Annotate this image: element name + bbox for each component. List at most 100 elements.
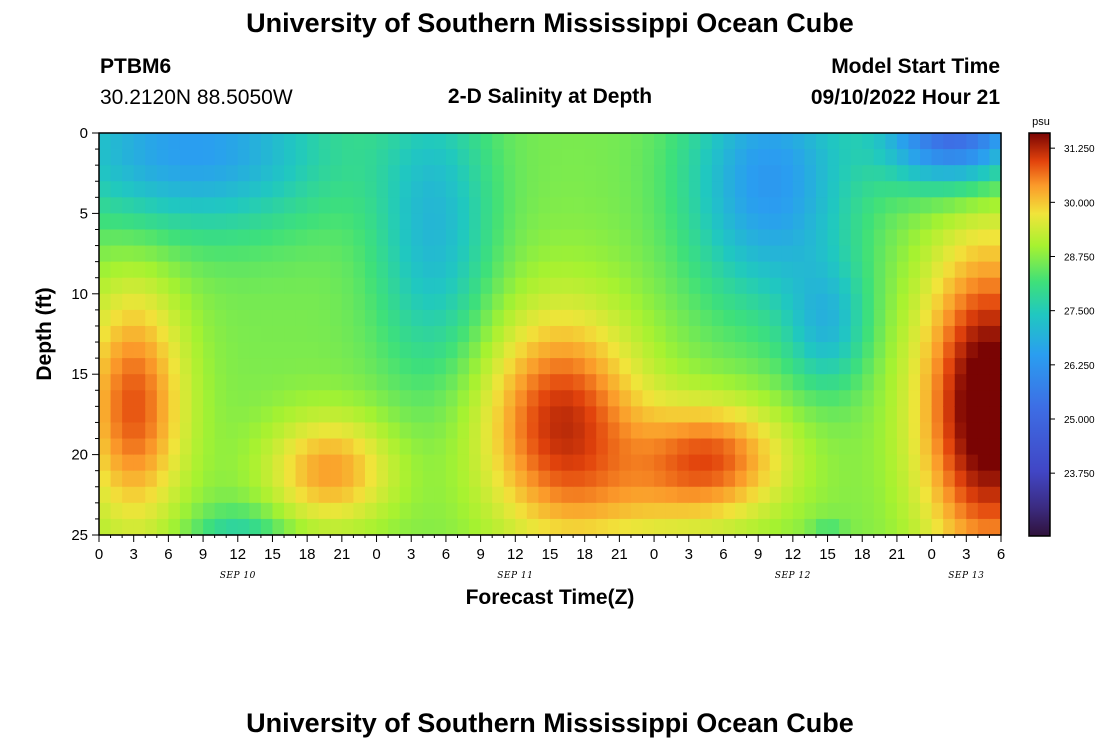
heatmap-cell [203,470,216,488]
colorbar-tick-label: 23.750 [1064,469,1095,480]
heatmap-cell [226,229,239,247]
heatmap-cell [550,293,563,311]
heatmap-cell [850,261,863,279]
heatmap-cell [526,325,540,343]
heatmap-cell [214,245,227,263]
heatmap-cell [133,181,146,198]
heatmap-cell [364,293,378,311]
heatmap-cell [341,181,355,198]
heatmap-cell [607,245,620,263]
heatmap-cell [746,277,759,295]
heatmap-cell [284,470,297,488]
heatmap-cell [364,133,378,150]
heatmap-cell [341,454,355,472]
x-tick-label: 0 [95,546,103,563]
heatmap-cell [364,277,378,295]
heatmap-cell [873,133,886,150]
heatmap-cell [711,309,725,327]
heatmap-cell [503,486,516,504]
heatmap-cell [561,149,574,166]
heatmap-cell [665,342,678,359]
heatmap-cell [989,358,1002,375]
heatmap-cell [977,470,991,488]
heatmap-cell [330,454,343,472]
heatmap-cell [237,245,250,263]
heatmap-cell [388,229,401,247]
heatmap-cell [492,438,505,456]
heatmap-cell [99,486,112,504]
heatmap-cell [145,518,158,536]
heatmap-cell [792,277,806,295]
heatmap-cell [735,374,748,391]
heatmap-cell [445,197,459,214]
heatmap-cell [341,374,355,391]
heatmap-cell [110,454,123,472]
heatmap-cell [249,325,262,343]
heatmap-cell [457,454,470,472]
heatmap-cell [214,438,227,456]
heatmap-cell [399,133,412,150]
heatmap-cell [272,229,285,247]
heatmap-cell [885,277,898,295]
heatmap-cell [873,245,886,263]
heatmap-cell [792,165,806,182]
heatmap-cell [399,277,412,295]
heatmap-cell [873,470,886,488]
heatmap-cell [642,390,655,407]
heatmap-cell [746,229,759,247]
heatmap-cell [249,342,262,359]
heatmap-cell [503,245,516,263]
heatmap-cell [526,342,540,359]
heatmap-cell [781,470,794,488]
heatmap-cell [191,454,204,472]
heatmap-cell [954,342,967,359]
heatmap-cell [596,390,609,407]
heatmap-cell [284,309,297,327]
heatmap-cell [954,293,967,311]
heatmap-cell [226,502,239,520]
heatmap-cell [700,438,713,456]
heatmap-cell [307,454,320,472]
heatmap-cell [723,309,736,327]
heatmap-cell [746,213,759,231]
heatmap-cell [885,293,898,311]
heatmap-cell [434,422,447,440]
x-tick-label: 3 [407,546,415,563]
heatmap-cell [422,390,435,407]
heatmap-cell [943,470,956,488]
heatmap-cell [596,470,609,488]
heatmap-cell [364,229,378,247]
heatmap-cell [931,261,944,279]
heatmap-cell [515,309,528,327]
heatmap-cell [133,438,146,456]
heatmap-cell [550,245,563,263]
heatmap-cell [688,406,701,424]
heatmap-cell [179,165,193,182]
heatmap-cell [954,502,967,520]
heatmap-cell [492,165,505,182]
heatmap-cell [746,149,759,166]
heatmap-cell [596,309,609,327]
heatmap-cell [642,165,655,182]
heatmap-cell [596,374,609,391]
heatmap-cell [330,149,343,166]
heatmap-cell [688,486,701,504]
heatmap-cell [318,422,331,440]
heatmap-cell [827,181,840,198]
heatmap-cell [307,149,320,166]
heatmap-cell [781,309,794,327]
heatmap-cell [226,422,239,440]
heatmap-cell [110,518,123,536]
heatmap-cell [792,502,806,520]
heatmap-cell [445,470,459,488]
heatmap-cell [260,293,274,311]
heatmap-cell [145,470,158,488]
heatmap-cell [457,518,470,536]
heatmap-cell [954,438,967,456]
heatmap-cell [260,422,274,440]
heatmap-cell [122,181,135,198]
heatmap-cell [619,358,632,375]
heatmap-cell [353,261,366,279]
heatmap-cell [422,181,435,198]
heatmap-cell [492,181,505,198]
